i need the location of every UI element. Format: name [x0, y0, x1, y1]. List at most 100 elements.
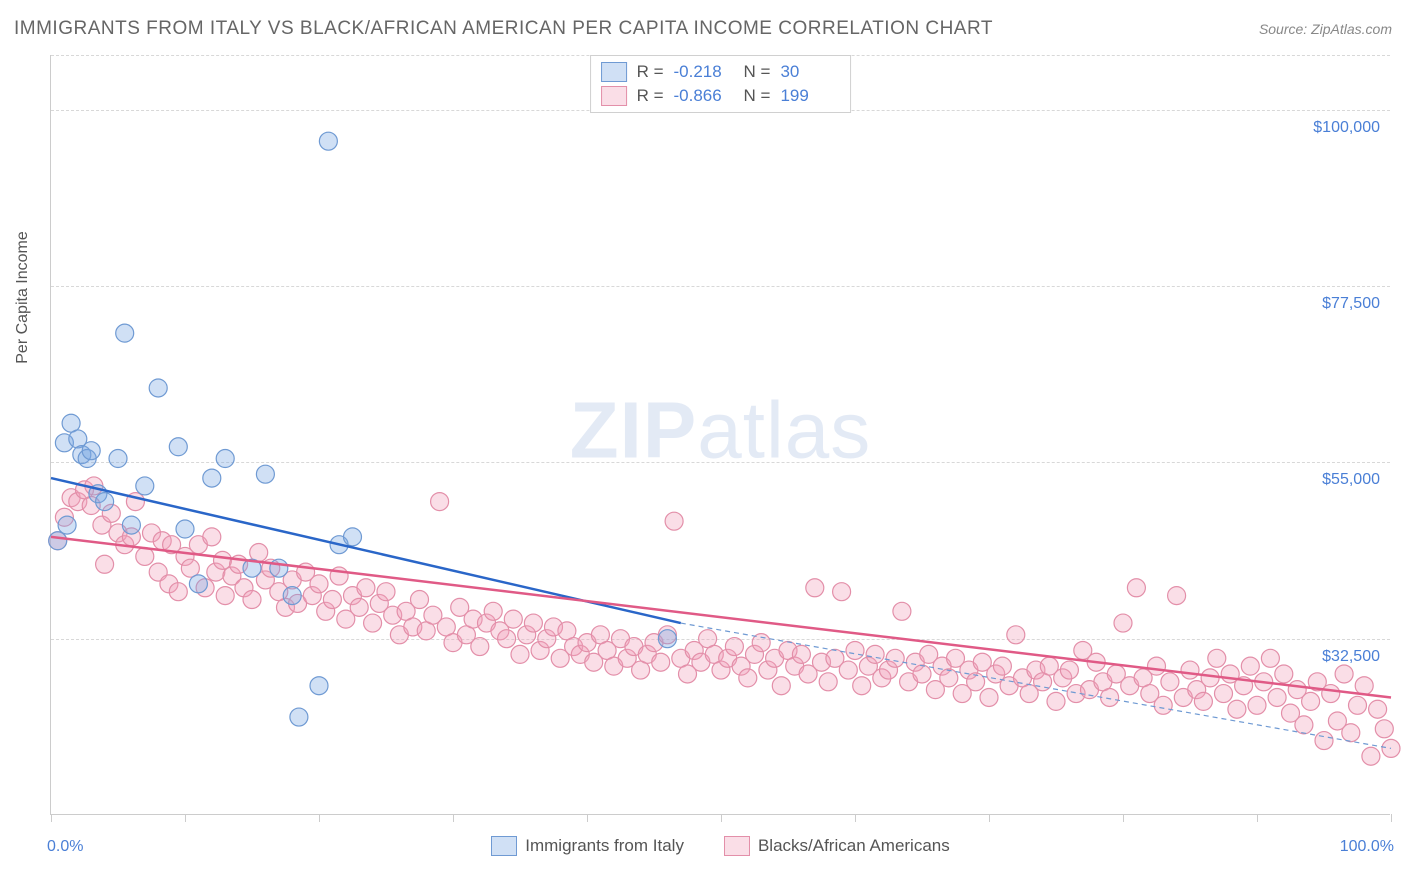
- data-point-black: [364, 614, 382, 632]
- data-point-italy: [310, 677, 328, 695]
- data-point-black: [1208, 649, 1226, 667]
- data-point-black: [243, 591, 261, 609]
- data-point-black: [96, 555, 114, 573]
- data-point-black: [806, 579, 824, 597]
- data-point-black: [886, 649, 904, 667]
- data-point-black: [377, 583, 395, 601]
- data-point-black: [1215, 685, 1233, 703]
- data-point-italy: [344, 528, 362, 546]
- x-tick: [1391, 814, 1392, 822]
- legend-item-italy: Immigrants from Italy: [491, 836, 684, 856]
- swatch-black: [601, 86, 627, 106]
- data-point-italy: [49, 532, 67, 550]
- data-point-italy: [169, 438, 187, 456]
- data-point-black: [846, 641, 864, 659]
- data-point-italy: [216, 450, 234, 468]
- legend-item-black: Blacks/African Americans: [724, 836, 950, 856]
- scatter-svg: [51, 55, 1390, 814]
- data-point-black: [169, 583, 187, 601]
- r-value-black: -0.866: [674, 86, 734, 106]
- data-point-black: [819, 673, 837, 691]
- data-point-black: [431, 493, 449, 511]
- data-point-black: [504, 610, 522, 628]
- data-point-black: [893, 602, 911, 620]
- data-point-black: [725, 638, 743, 656]
- data-point-italy: [283, 587, 301, 605]
- data-point-black: [310, 575, 328, 593]
- x-tick-label-0: 0.0%: [47, 838, 83, 856]
- x-tick: [855, 814, 856, 822]
- data-point-italy: [58, 516, 76, 534]
- data-point-black: [484, 602, 502, 620]
- swatch-black: [724, 836, 750, 856]
- data-point-black: [1261, 649, 1279, 667]
- data-point-black: [1349, 696, 1367, 714]
- data-point-black: [913, 665, 931, 683]
- data-point-black: [665, 512, 683, 530]
- data-point-black: [1060, 661, 1078, 679]
- data-point-black: [323, 591, 341, 609]
- swatch-italy: [601, 62, 627, 82]
- legend-bottom: Immigrants from Italy Blacks/African Ame…: [51, 836, 1390, 856]
- data-point-black: [792, 645, 810, 663]
- data-point-black: [839, 661, 857, 679]
- x-tick: [453, 814, 454, 822]
- n-label: N =: [744, 62, 771, 82]
- data-point-black: [1362, 747, 1380, 765]
- data-point-black: [993, 657, 1011, 675]
- data-point-black: [411, 591, 429, 609]
- x-tick: [185, 814, 186, 822]
- data-point-black: [1248, 696, 1266, 714]
- data-point-black: [1375, 720, 1393, 738]
- data-point-black: [1101, 688, 1119, 706]
- data-point-black: [1194, 692, 1212, 710]
- data-point-black: [1181, 661, 1199, 679]
- x-tick: [1257, 814, 1258, 822]
- legend-stats-row-italy: R = -0.218 N = 30: [601, 60, 841, 84]
- data-point-black: [1295, 716, 1313, 734]
- data-point-italy: [149, 379, 167, 397]
- x-tick-label-100: 100.0%: [1340, 838, 1394, 856]
- data-point-black: [136, 547, 154, 565]
- data-point-black: [498, 630, 516, 648]
- data-point-black: [471, 638, 489, 656]
- y-axis-label: Per Capita Income: [14, 231, 32, 364]
- data-point-black: [652, 653, 670, 671]
- data-point-italy: [82, 442, 100, 460]
- data-point-italy: [256, 465, 274, 483]
- x-tick: [721, 814, 722, 822]
- x-tick: [319, 814, 320, 822]
- chart-plot-area: ZIPatlas $32,500$55,000$77,500$100,000 R…: [50, 55, 1390, 815]
- r-value-italy: -0.218: [674, 62, 734, 82]
- x-tick: [587, 814, 588, 822]
- data-point-italy: [122, 516, 140, 534]
- data-point-black: [1201, 669, 1219, 687]
- data-point-italy: [658, 630, 676, 648]
- data-point-black: [1007, 626, 1025, 644]
- r-label: R =: [637, 86, 664, 106]
- data-point-black: [940, 669, 958, 687]
- data-point-black: [203, 528, 221, 546]
- source-attribution: Source: ZipAtlas.com: [1259, 21, 1392, 37]
- data-point-italy: [319, 132, 337, 150]
- data-point-black: [1268, 688, 1286, 706]
- data-point-black: [1168, 587, 1186, 605]
- data-point-black: [1161, 673, 1179, 691]
- data-point-black: [772, 677, 790, 695]
- data-point-black: [511, 645, 529, 663]
- data-point-black: [1114, 614, 1132, 632]
- legend-label-italy: Immigrants from Italy: [525, 836, 684, 856]
- data-point-black: [833, 583, 851, 601]
- data-point-black: [214, 551, 232, 569]
- data-point-italy: [109, 450, 127, 468]
- data-point-italy: [189, 575, 207, 593]
- x-tick: [1123, 814, 1124, 822]
- n-value-italy: 30: [780, 62, 840, 82]
- data-point-black: [1275, 665, 1293, 683]
- data-point-black: [1241, 657, 1259, 675]
- data-point-black: [1342, 724, 1360, 742]
- data-point-black: [1047, 692, 1065, 710]
- data-point-black: [1127, 579, 1145, 597]
- data-point-italy: [270, 559, 288, 577]
- legend-stats-box: R = -0.218 N = 30 R = -0.866 N = 199: [590, 55, 852, 113]
